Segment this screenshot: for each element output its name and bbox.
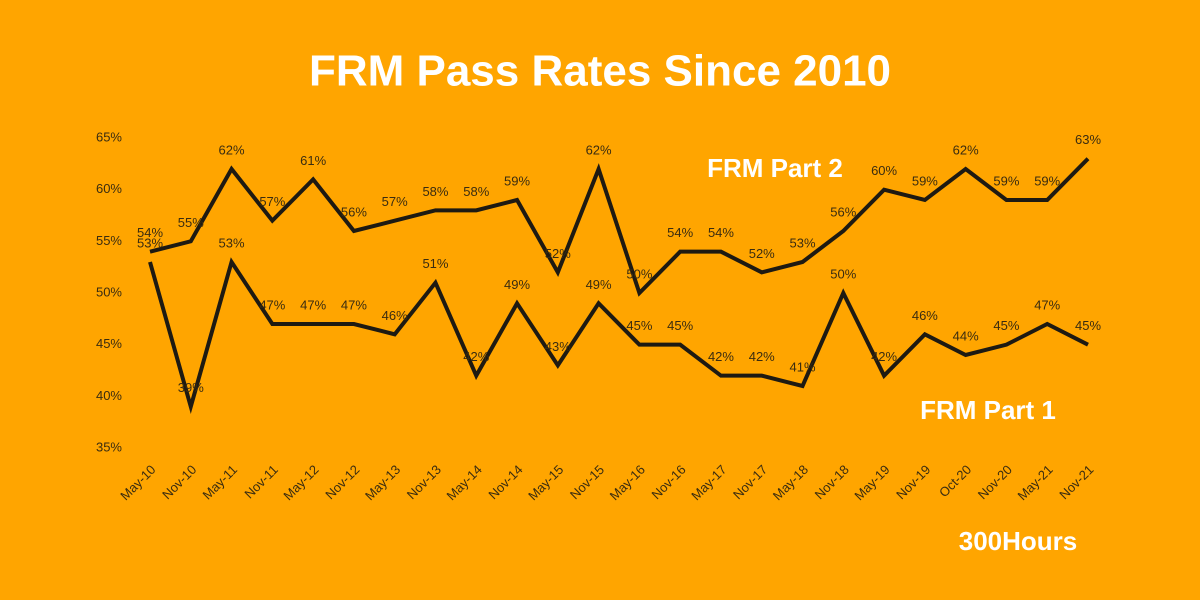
data-label: 56%: [341, 204, 367, 219]
x-tick-label: May-17: [688, 462, 729, 503]
x-tick-label: May-18: [770, 462, 811, 503]
data-label: 50%: [830, 266, 856, 281]
x-tick-label: May-10: [117, 462, 158, 503]
data-label: 47%: [300, 297, 326, 312]
data-label: 59%: [1034, 173, 1060, 188]
x-tick-label: May-15: [525, 462, 566, 503]
data-label: 47%: [341, 297, 367, 312]
data-label: 57%: [382, 194, 408, 209]
data-label: 45%: [1075, 318, 1101, 333]
data-label: 42%: [463, 349, 489, 364]
x-tick-label: May-14: [444, 462, 485, 503]
data-label: 54%: [667, 225, 693, 240]
data-label: 42%: [749, 349, 775, 364]
data-label: 47%: [1034, 297, 1060, 312]
x-tick-label: May-21: [1015, 462, 1056, 503]
data-label: 57%: [259, 194, 285, 209]
x-tick-label: Nov-16: [648, 462, 688, 502]
y-tick-label: 55%: [96, 233, 122, 248]
x-tick-label: Nov-15: [567, 462, 607, 502]
x-tick-label: Nov-13: [404, 462, 444, 502]
data-label: 54%: [137, 225, 163, 240]
x-tick-label: Nov-19: [893, 462, 933, 502]
x-tick-label: May-12: [280, 462, 321, 503]
y-tick-label: 45%: [96, 336, 122, 351]
x-tick-label: Oct-20: [936, 462, 974, 500]
data-label: 49%: [586, 277, 612, 292]
data-label: 42%: [871, 349, 897, 364]
x-tick-label: Nov-18: [812, 462, 852, 502]
data-label: 59%: [993, 173, 1019, 188]
y-tick-label: 50%: [96, 284, 122, 299]
x-tick-label: Nov-17: [730, 462, 770, 502]
data-label: 41%: [790, 359, 816, 374]
data-label: 58%: [463, 184, 489, 199]
source: 300Hours: [959, 526, 1078, 556]
x-tick-label: May-16: [607, 462, 648, 503]
data-label: 46%: [912, 308, 938, 323]
data-label: 53%: [219, 235, 245, 250]
x-tick-label: Nov-12: [322, 462, 362, 502]
x-tick-label: May-19: [851, 462, 892, 503]
data-label: 62%: [953, 142, 979, 157]
data-label: 51%: [422, 256, 448, 271]
data-label: 43%: [545, 339, 571, 354]
data-label: 52%: [545, 246, 571, 261]
data-label: 58%: [422, 184, 448, 199]
data-label: 50%: [626, 266, 652, 281]
data-label: 53%: [790, 235, 816, 250]
series-label: FRM Part 2: [707, 153, 843, 183]
data-label: 53%: [137, 235, 163, 250]
x-tick-label: Nov-14: [485, 462, 525, 502]
data-label: 61%: [300, 153, 326, 168]
chart-title: FRM Pass Rates Since 2010: [309, 47, 891, 96]
x-tick-label: Nov-21: [1056, 462, 1096, 502]
data-label: 62%: [586, 142, 612, 157]
y-tick-label: 60%: [96, 181, 122, 196]
data-label: 52%: [749, 246, 775, 261]
x-tick-label: Nov-20: [975, 462, 1015, 502]
data-label: 62%: [219, 142, 245, 157]
y-tick-label: 35%: [96, 439, 122, 454]
x-tick-label: May-13: [362, 462, 403, 503]
x-tick-label: Nov-11: [241, 462, 281, 502]
x-tick-label: Nov-10: [159, 462, 199, 502]
data-label: 45%: [626, 318, 652, 333]
data-label: 46%: [382, 308, 408, 323]
data-label: 59%: [504, 173, 530, 188]
line: [148, 257, 1089, 415]
x-tick-label: May-11: [200, 462, 241, 503]
line: [149, 157, 1090, 297]
y-tick-label: 40%: [96, 388, 122, 403]
data-label: 39%: [178, 380, 204, 395]
y-tick-label: 65%: [96, 129, 122, 144]
data-label: 47%: [259, 297, 285, 312]
data-label: 54%: [708, 225, 734, 240]
data-label: 49%: [504, 277, 530, 292]
data-label: 45%: [667, 318, 693, 333]
data-label: 44%: [953, 328, 979, 343]
data-label: 45%: [993, 318, 1019, 333]
data-label: 59%: [912, 173, 938, 188]
data-label: 60%: [871, 163, 897, 178]
data-label: 63%: [1075, 132, 1101, 147]
data-label: 55%: [178, 215, 204, 230]
series-label: FRM Part 1: [920, 395, 1056, 425]
data-label: 42%: [708, 349, 734, 364]
data-label: 56%: [830, 204, 856, 219]
